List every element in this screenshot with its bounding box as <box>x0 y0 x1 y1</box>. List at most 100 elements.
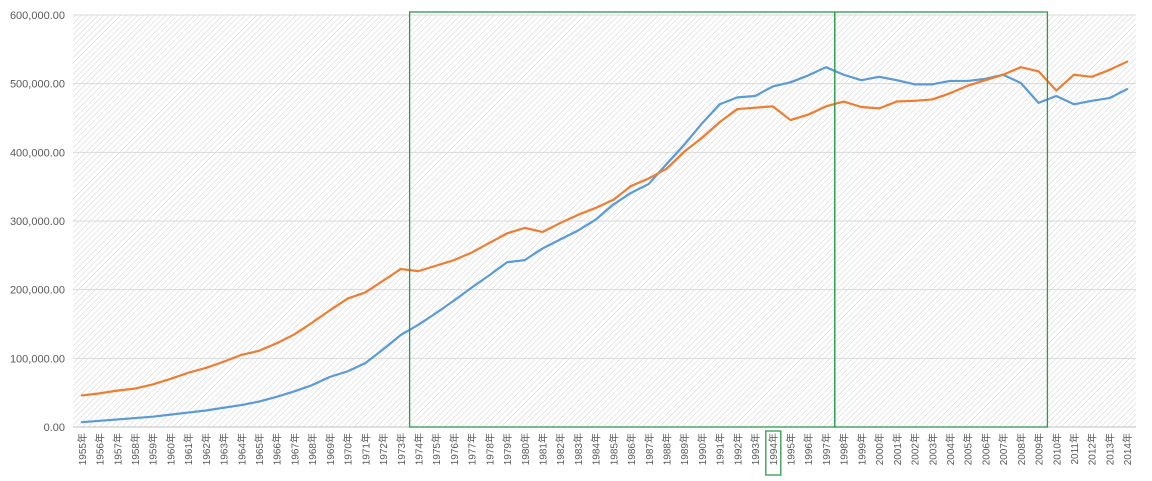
x-tick-label: 1960年 <box>164 433 177 465</box>
x-tick-label: 1979年 <box>501 433 514 465</box>
data-point <box>98 392 101 395</box>
data-point <box>683 150 686 153</box>
x-tick-label: 1982年 <box>554 433 567 465</box>
data-point <box>329 376 331 378</box>
x-tick-label: 1971年 <box>359 433 372 465</box>
series-line-2 <box>80 60 1129 397</box>
data-point <box>878 107 880 110</box>
x-tick-label: 1974年 <box>412 433 425 465</box>
data-point <box>275 395 278 398</box>
data-point <box>417 323 420 326</box>
data-point <box>807 113 810 116</box>
data-point <box>772 105 774 108</box>
data-point <box>1090 76 1093 78</box>
data-point <box>842 73 845 76</box>
x-tick-label: 1996年 <box>802 433 815 465</box>
x-tick-label: 2012年 <box>1086 433 1099 465</box>
data-point <box>1020 82 1022 84</box>
data-point <box>949 92 951 95</box>
data-point <box>842 100 845 103</box>
data-point <box>541 247 544 250</box>
x-tick-label: 2003年 <box>926 433 939 465</box>
x-tick-label: 1968年 <box>306 433 319 465</box>
x-tick-label: 1980年 <box>519 433 532 465</box>
x-tick-label: 1976年 <box>448 433 461 465</box>
data-point <box>630 192 632 194</box>
data-point <box>506 232 508 235</box>
data-point <box>1108 69 1111 71</box>
data-point <box>258 400 260 403</box>
data-point <box>435 264 437 267</box>
x-tick-label: 1967年 <box>288 433 301 465</box>
data-point <box>81 394 83 397</box>
x-tick-label: 1983年 <box>572 433 585 465</box>
x-tick-label: 1966年 <box>271 433 284 465</box>
x-tick-label: 2005年 <box>962 433 975 465</box>
x-tick-label: 1985年 <box>607 433 620 465</box>
data-point <box>470 251 473 254</box>
data-point <box>949 80 951 82</box>
data-point <box>594 218 597 221</box>
data-point <box>151 383 154 386</box>
data-point <box>1037 70 1040 73</box>
data-point <box>860 79 863 82</box>
data-point <box>1037 102 1040 104</box>
data-point <box>665 163 668 165</box>
data-point <box>523 227 526 229</box>
x-tick-label: 1957年 <box>111 433 124 465</box>
x-tick-label: 1977年 <box>466 433 479 465</box>
data-point <box>789 81 792 84</box>
data-point <box>913 83 916 86</box>
data-point <box>931 98 934 101</box>
data-point <box>612 198 615 201</box>
x-tick-label: 1990年 <box>696 433 709 465</box>
data-point <box>382 348 384 351</box>
x-tick-label: 2007年 <box>997 433 1010 465</box>
data-point <box>240 404 243 406</box>
data-point <box>931 83 934 86</box>
data-point <box>1020 66 1022 68</box>
x-tick-label: 1969年 <box>324 433 337 465</box>
data-point <box>435 312 437 314</box>
x-tick-label: 2014年 <box>1121 433 1134 465</box>
data-point <box>896 79 898 82</box>
data-point <box>736 108 739 110</box>
data-point <box>896 100 898 103</box>
highlighted-x-label-box <box>765 430 782 476</box>
data-point <box>364 291 367 294</box>
x-tick-label: 1973年 <box>395 433 408 465</box>
data-point <box>1090 100 1093 102</box>
data-point <box>169 378 172 380</box>
x-tick-label: 1999年 <box>855 433 868 465</box>
data-point <box>1073 103 1075 106</box>
data-point <box>346 297 349 300</box>
x-tick-label: 1956年 <box>94 433 107 465</box>
data-point <box>275 342 278 345</box>
data-point <box>665 168 668 170</box>
data-point <box>736 96 739 99</box>
y-tick-label: 600,000.00 <box>10 10 65 22</box>
x-tick-label: 1998年 <box>838 433 851 465</box>
data-point <box>98 420 101 422</box>
data-point <box>718 103 721 106</box>
data-point <box>1126 88 1128 90</box>
data-point <box>399 334 402 336</box>
data-point <box>807 74 810 77</box>
x-tick-label: 1991年 <box>714 433 727 465</box>
x-tick-label: 1989年 <box>678 433 691 465</box>
x-tick-label: 1978年 <box>483 433 496 465</box>
y-tick-label: 500,000.00 <box>10 79 65 91</box>
x-tick-label: 1970年 <box>342 433 355 465</box>
data-point <box>453 299 455 302</box>
x-tick-label: 2004年 <box>944 433 957 465</box>
series-layer <box>80 60 1129 424</box>
data-point <box>187 411 189 414</box>
data-point <box>1055 89 1058 92</box>
data-point <box>311 384 313 386</box>
data-point <box>311 321 313 324</box>
data-point <box>559 222 562 224</box>
data-point <box>346 370 349 373</box>
data-point <box>293 390 296 393</box>
data-point <box>878 76 880 78</box>
y-tick-label: 0.00 <box>44 422 65 434</box>
